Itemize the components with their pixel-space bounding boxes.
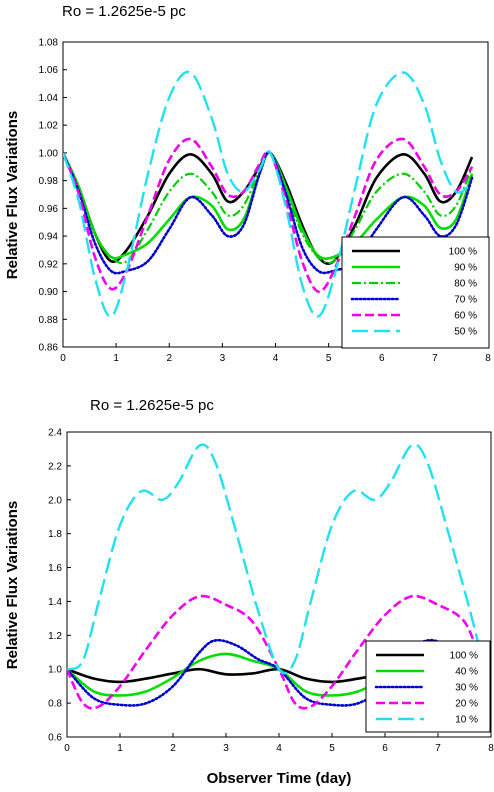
chart-top-series xyxy=(63,70,474,318)
y-tick-label: 0.92 xyxy=(39,259,59,270)
legend-box xyxy=(341,236,490,349)
x-tick-label: 4 xyxy=(276,743,282,754)
x-tick-label: 0 xyxy=(64,743,70,754)
chart-bottom-y-ticks: 0.6 0.8 1.0 1.2 1.4 1.6 1.8 2.0 2.2 2.4 xyxy=(48,428,71,744)
series-line-60-percent xyxy=(63,137,474,293)
y-tick-label: 0.90 xyxy=(39,287,59,298)
x-tick-label: 8 xyxy=(485,353,491,364)
x-tick-label: 4 xyxy=(273,353,279,364)
x-tick-label: 0 xyxy=(60,353,66,364)
y-tick-label: 2.2 xyxy=(48,461,62,472)
x-tick-label: 5 xyxy=(326,353,332,364)
y-tick-label: 2.4 xyxy=(48,428,62,439)
legend-label: 40 % xyxy=(455,667,478,678)
legend-label: 20 % xyxy=(455,699,478,710)
y-tick-label: 1.08 xyxy=(39,38,59,49)
y-tick-label: 2.0 xyxy=(48,495,62,506)
legend-label: 100 % xyxy=(450,651,478,662)
chart-bottom-x-ticks: 0 1 2 3 4 5 6 7 8 xyxy=(64,733,494,754)
y-tick-label: 0.8 xyxy=(48,699,62,710)
chart-top-y-axis-label: Relative Flux Variations xyxy=(4,111,21,279)
legend-label: 50 % xyxy=(454,327,477,338)
y-tick-label: 1.00 xyxy=(39,148,59,159)
legend-label: 100 % xyxy=(449,247,477,258)
legend-label: 30 % xyxy=(455,683,478,694)
series-line-10-percent xyxy=(67,443,482,675)
y-tick-label: 1.06 xyxy=(39,65,59,76)
series-line-50-percent xyxy=(63,70,473,318)
x-tick-label: 3 xyxy=(223,743,229,754)
chart-bottom-title: Ro = 1.2625e-5 pc xyxy=(90,397,214,414)
chart-top: Ro = 1.2625e-5 pc 0.860.880.900.920.940.… xyxy=(4,3,491,364)
chart-top-title: Ro = 1.2625e-5 pc xyxy=(62,3,186,20)
legend-label: 90 % xyxy=(454,263,477,274)
x-tick-label: 6 xyxy=(379,353,385,364)
y-tick-label: 0.88 xyxy=(39,315,59,326)
x-tick-label: 7 xyxy=(435,743,441,754)
y-tick-label: 1.2 xyxy=(48,631,62,642)
y-tick-label: 0.96 xyxy=(39,204,59,215)
chart-top-y-ticks: 0.86 0.88 0.90 0.92 0.94 0.96 0.98 1.00 1.02 1.04… xyxy=(39,38,67,354)
legend-label: 10 % xyxy=(455,715,478,726)
y-tick-label: 0.94 xyxy=(39,232,59,243)
y-tick-label: 0.98 xyxy=(39,176,59,187)
y-tick-label: 1.6 xyxy=(48,563,62,574)
chart-bottom-legend: 100 % 40 % 30 % 20 % 10 % xyxy=(365,640,491,733)
y-tick-label: 1.02 xyxy=(39,121,59,132)
legend-label: 60 % xyxy=(454,311,477,322)
chart-bottom-y-axis-label: Relative Flux Variations xyxy=(4,501,21,669)
y-tick-label: 1.0 xyxy=(48,665,62,676)
x-tick-label: 6 xyxy=(382,743,388,754)
chart-top-x-ticks: 0 1 2 3 4 5 6 7 8 xyxy=(60,343,491,364)
x-tick-label: 8 xyxy=(488,743,494,754)
x-tick-label: 5 xyxy=(329,743,335,754)
chart-bottom-x-axis-label: Observer Time (day) xyxy=(207,770,352,787)
y-tick-label: 1.04 xyxy=(39,93,59,104)
x-tick-label: 7 xyxy=(432,353,438,364)
chart-bottom: Ro = 1.2625e-5 pc 0.6 0.8 1.0 1.2 1.4 1.6 1.8 2… xyxy=(4,397,494,787)
y-tick-label: 1.4 xyxy=(48,597,62,608)
legend-label: 80 % xyxy=(454,279,477,290)
chart-top-legend: 100 % 90 % 80 % 70 % 60 % 50 % xyxy=(341,236,490,349)
x-tick-label: 2 xyxy=(166,353,172,364)
x-tick-label: 3 xyxy=(220,353,226,364)
y-tick-label: 0.6 xyxy=(48,733,62,744)
series-line-20-percent xyxy=(67,594,482,710)
x-tick-label: 1 xyxy=(117,743,123,754)
y-tick-label: 0.86 xyxy=(39,343,59,354)
y-tick-label: 1.8 xyxy=(48,529,62,540)
x-tick-label: 1 xyxy=(113,353,119,364)
x-tick-label: 2 xyxy=(170,743,176,754)
legend-label: 70 % xyxy=(454,295,477,306)
